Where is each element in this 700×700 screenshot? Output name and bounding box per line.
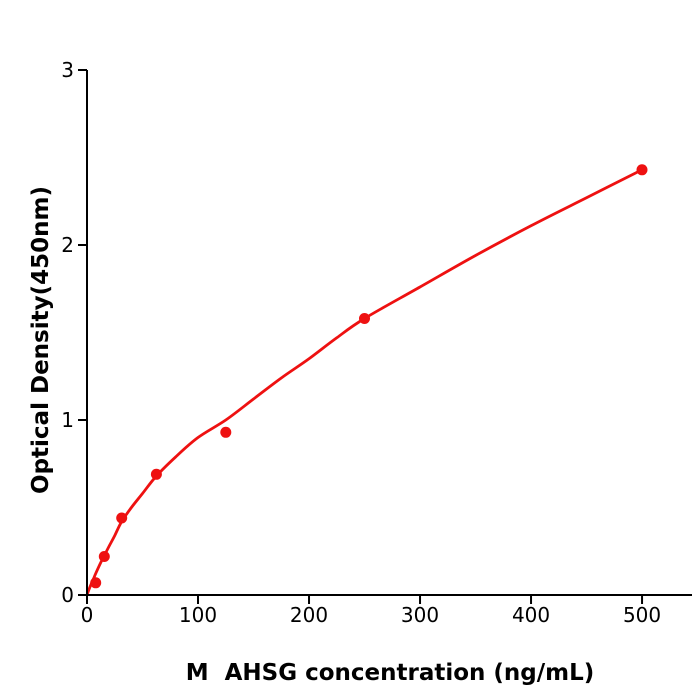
data-point xyxy=(90,577,102,589)
data-point xyxy=(636,164,648,176)
y-tick-label: 1 xyxy=(61,408,74,432)
data-point xyxy=(116,512,128,524)
x-axis-label: M AHSG concentration (ng/mL) xyxy=(186,660,595,686)
x-tick-label: 300 xyxy=(401,603,439,627)
y-axis-label: Optical Density(450nm) xyxy=(28,186,54,494)
data-point xyxy=(98,551,110,562)
points-layer xyxy=(90,164,648,589)
curve-layer xyxy=(85,168,644,597)
data-point xyxy=(220,426,232,438)
x-tick-label: 200 xyxy=(290,603,328,627)
y-tick-label: 3 xyxy=(61,58,74,82)
y-tick-label: 2 xyxy=(61,233,74,257)
x-tick-label: 100 xyxy=(179,603,217,627)
x-tick-label: 0 xyxy=(81,603,94,627)
y-tick-label: 0 xyxy=(61,583,74,607)
x-tick-label: 400 xyxy=(512,603,550,627)
data-point xyxy=(359,313,370,324)
fit-curve-path xyxy=(85,168,644,597)
axes-layer xyxy=(78,69,692,604)
x-tick-label: 500 xyxy=(623,603,661,627)
tick-label-layer: 0 1 2 3 0 100 200 300 400 500 xyxy=(61,58,661,627)
data-point xyxy=(150,468,162,480)
